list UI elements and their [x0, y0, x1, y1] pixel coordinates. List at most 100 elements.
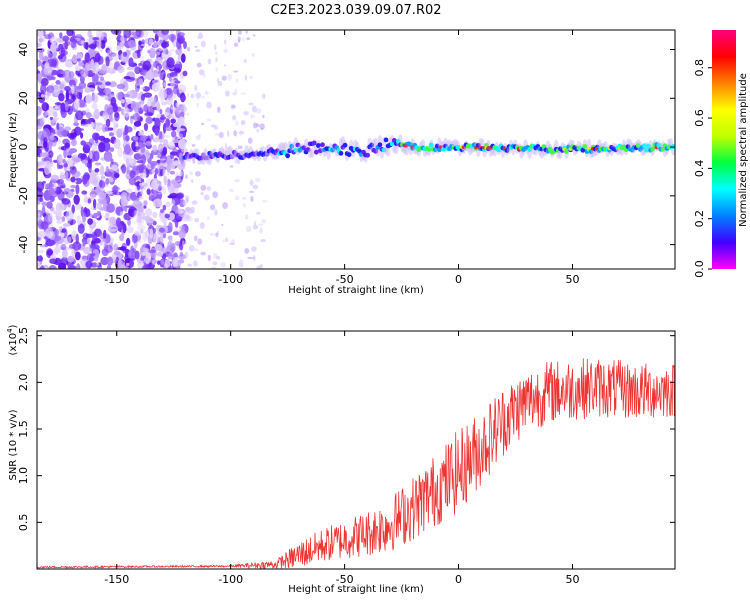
noise-blob: [179, 251, 184, 257]
noise-blob: [45, 209, 50, 215]
noise-blob: [116, 91, 124, 101]
signal-core: [426, 147, 432, 152]
noise-blob: [37, 105, 42, 116]
sparse-blob: [176, 127, 183, 132]
sparse-blob: [244, 214, 249, 220]
sparse-blob: [169, 236, 172, 244]
noise-blob: [119, 211, 124, 216]
noise-blob: [167, 195, 175, 199]
sparse-blob: [229, 165, 234, 168]
signal-core: [301, 145, 307, 151]
noise-blob: [83, 41, 89, 50]
noise-blob: [165, 201, 171, 208]
noise-blob: [146, 188, 151, 195]
sparse-blob: [190, 206, 195, 214]
sparse-blob: [194, 248, 199, 252]
noise-blob: [65, 171, 69, 181]
noise-blob: [89, 173, 97, 185]
noise-blob: [60, 184, 66, 189]
noise-blob: [120, 195, 129, 207]
sparse-blob: [232, 115, 237, 121]
noise-blob: [61, 216, 66, 222]
noise-blob: [81, 119, 89, 125]
noise-blob: [180, 95, 187, 102]
y-tick-label: -40: [17, 236, 30, 254]
noise-blob: [65, 150, 69, 156]
noise-blob: [92, 198, 97, 209]
sparse-blob: [210, 266, 217, 269]
noise-blob: [62, 159, 66, 164]
noise-blob: [159, 36, 164, 44]
signal-core: [644, 147, 649, 153]
spectrogram-y-axis-label: Frequency (Hz): [8, 112, 19, 188]
spectrogram-y-ticks: -40 -20 0 20 40: [17, 43, 675, 254]
noise-blob: [91, 93, 99, 104]
noise-blob: [174, 63, 181, 69]
sparse-blob: [252, 34, 256, 37]
noise-blob: [104, 126, 111, 132]
noise-blob: [54, 228, 60, 237]
noise-blob: [123, 76, 131, 80]
noise-blob: [98, 191, 107, 200]
signal-core: [670, 144, 675, 149]
noise-blob: [105, 177, 110, 185]
signal-core: [504, 148, 510, 153]
noise-blob: [152, 80, 156, 84]
sparse-blob: [242, 203, 246, 208]
noise-blob: [75, 65, 82, 72]
signal-halo: [404, 145, 409, 156]
signal-core: [205, 155, 211, 161]
signal-core: [656, 143, 662, 148]
noise-blob: [46, 201, 53, 209]
noise-blob: [167, 212, 176, 221]
sparse-blob: [221, 75, 227, 81]
noise-blob: [178, 152, 183, 163]
noise-blob: [171, 130, 177, 138]
noise-blob: [107, 222, 113, 226]
x-tick-label: -50: [336, 273, 354, 286]
sparse-blob: [231, 104, 236, 109]
sparse-blob: [156, 180, 162, 184]
noise-blob: [71, 30, 76, 37]
sparse-blob: [259, 123, 265, 130]
sparse-blob: [195, 92, 202, 99]
noise-blob: [89, 151, 93, 160]
sparse-blob: [150, 58, 153, 65]
noise-blob: [121, 163, 127, 175]
sparse-blob: [260, 127, 264, 130]
noise-blob: [61, 198, 71, 205]
noise-blob: [179, 130, 186, 138]
sparse-blob: [163, 263, 168, 269]
noise-blob: [131, 233, 138, 244]
noise-blob: [57, 189, 65, 201]
y-tick-label: 1.0: [17, 467, 30, 485]
noise-blob: [109, 81, 117, 88]
sparse-blob: [224, 39, 227, 45]
signal-halo: [539, 148, 545, 159]
noise-blob: [43, 141, 48, 149]
noise-blob: [65, 71, 70, 78]
noise-blob: [108, 176, 114, 183]
noise-blob: [71, 170, 81, 178]
noise-blob: [165, 118, 171, 128]
signal-core: [650, 146, 656, 152]
spectrogram-panel: -150 -100 -50 0 50 -40 -20 0 20 40 Height of str…: [8, 29, 676, 296]
sparse-blob: [159, 159, 163, 164]
noise-blob: [67, 132, 74, 139]
noise-blob: [111, 52, 120, 61]
noise-blob: [100, 31, 107, 38]
snr-y-ticks: 0.5 1.0 1.5 2.0 2.5: [17, 327, 675, 531]
spectrogram-frame: [36, 29, 676, 270]
noise-blob: [37, 42, 42, 48]
noise-blob: [37, 161, 46, 166]
noise-blob: [142, 265, 150, 269]
noise-blob: [131, 31, 140, 36]
signal-core: [642, 143, 647, 149]
noise-blob: [57, 139, 61, 144]
noise-blob: [159, 116, 167, 120]
chart-title: C2E3.2023.039.09.07.R02: [270, 3, 441, 18]
noise-blob: [136, 49, 142, 59]
noise-blob: [177, 32, 185, 37]
noise-blob: [161, 30, 169, 35]
sparse-blob: [262, 200, 268, 203]
